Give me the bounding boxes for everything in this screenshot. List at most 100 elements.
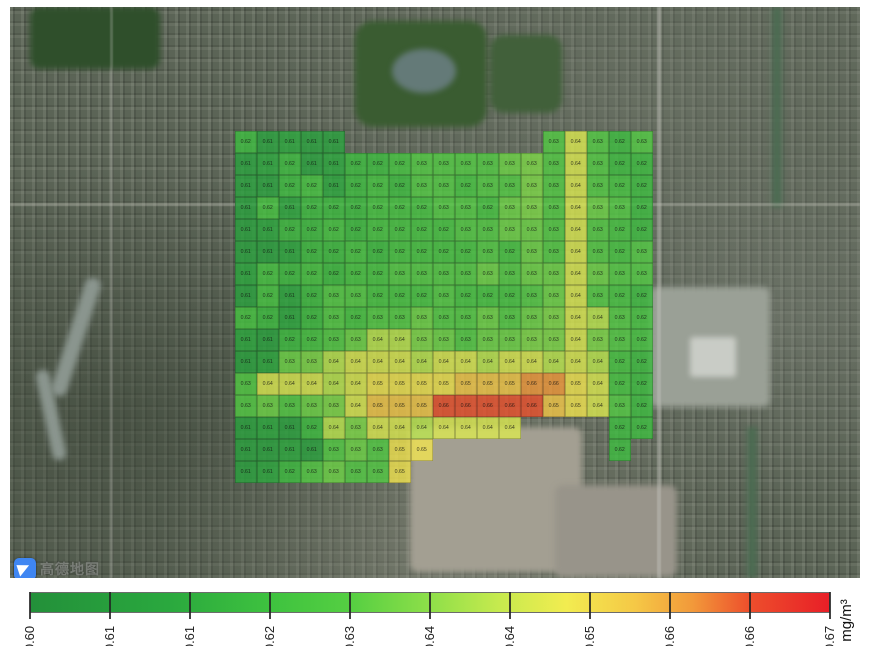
grid-cell: 0.62 xyxy=(389,175,411,197)
grid-cell-value: 0.62 xyxy=(614,380,626,387)
grid-cell: 0.64 xyxy=(565,307,587,329)
grid-cell: 0.62 xyxy=(345,263,367,285)
grid-cell-value: 0.62 xyxy=(416,248,428,255)
grid-cell-value: 0.63 xyxy=(416,314,428,321)
grid-cell: 0.65 xyxy=(389,461,411,483)
grid-cell-value: 0.62 xyxy=(240,138,252,145)
grid-cell: 0.64 xyxy=(521,351,543,373)
grid-cell: 0.62 xyxy=(389,241,411,263)
grid-cell: 0.63 xyxy=(543,329,565,351)
grid-cell: 0.65 xyxy=(543,395,565,417)
grid-cell-value: 0.66 xyxy=(504,402,516,409)
grid-cell-value: 0.62 xyxy=(636,182,648,189)
grid-cell: 0.62 xyxy=(367,219,389,241)
grid-cell-value: 0.63 xyxy=(592,204,604,211)
grid-cell-value: 0.62 xyxy=(614,446,626,453)
grid-cell-value: 0.62 xyxy=(636,160,648,167)
grid-cell-value: 0.64 xyxy=(460,424,472,431)
grid-cell: 0.63 xyxy=(543,263,565,285)
grid-cell-value: 0.64 xyxy=(592,402,604,409)
colorbar-tick-label-text: 0.66 xyxy=(662,625,678,646)
grid-cell: 0.63 xyxy=(609,197,631,219)
grid-cell-value: 0.65 xyxy=(416,446,428,453)
grid-cell-value: 0.62 xyxy=(262,314,274,321)
colorbar-tick-label: 0.61 xyxy=(181,617,199,646)
greenery-patch xyxy=(490,35,562,113)
colorbar-tick-label-text: 0.66 xyxy=(742,625,758,646)
grid-cell-value: 0.63 xyxy=(350,292,362,299)
grid-cell-value: 0.62 xyxy=(372,204,384,211)
colorbar-tick xyxy=(669,592,671,619)
colorbar-tick xyxy=(29,592,31,619)
grid-cell-value: 0.64 xyxy=(482,358,494,365)
grid-cell-value: 0.63 xyxy=(482,336,494,343)
grid-cell: 0.62 xyxy=(279,263,301,285)
grid-cell-value: 0.63 xyxy=(526,204,538,211)
grid-cell: 0.63 xyxy=(477,307,499,329)
grid-cell: 0.61 xyxy=(257,461,279,483)
grid-cell-value: 0.64 xyxy=(284,380,296,387)
grid-cell-value: 0.63 xyxy=(504,336,516,343)
grid-cell-value: 0.62 xyxy=(636,402,648,409)
grid-cell: 0.64 xyxy=(323,351,345,373)
grid-cell-value: 0.62 xyxy=(504,292,516,299)
grid-cell: 0.66 xyxy=(433,395,455,417)
grid-cell-value: 0.66 xyxy=(460,402,472,409)
grid-cell: 0.62 xyxy=(301,263,323,285)
grid-cell: 0.61 xyxy=(257,131,279,153)
grid-cell: 0.62 xyxy=(345,241,367,263)
grid-cell-value: 0.63 xyxy=(526,248,538,255)
grid-cell-value: 0.63 xyxy=(328,314,340,321)
grid-cell-value: 0.63 xyxy=(460,160,472,167)
grid-cell-value: 0.61 xyxy=(284,424,296,431)
grid-cell: 0.63 xyxy=(609,329,631,351)
grid-cell-value: 0.64 xyxy=(328,424,340,431)
grid-cell-value: 0.64 xyxy=(504,424,516,431)
grid-cell: 0.65 xyxy=(411,395,433,417)
grid-cell-value: 0.61 xyxy=(240,226,252,233)
grid-cell: 0.66 xyxy=(499,395,521,417)
grid-cell: 0.62 xyxy=(455,241,477,263)
grid-cell-value: 0.63 xyxy=(328,402,340,409)
grid-cell-value: 0.62 xyxy=(416,292,428,299)
grid-cell-value: 0.63 xyxy=(372,446,384,453)
grid-cell: 0.62 xyxy=(279,329,301,351)
grid-cell: 0.63 xyxy=(433,307,455,329)
grid-cell: 0.61 xyxy=(301,439,323,461)
grid-cell: 0.62 xyxy=(499,241,521,263)
grid-cell-value: 0.63 xyxy=(526,160,538,167)
grid-cell: 0.63 xyxy=(521,153,543,175)
grid-cell: 0.62 xyxy=(609,439,631,461)
grid-cell-value: 0.63 xyxy=(306,402,318,409)
grid-cell: 0.64 xyxy=(345,373,367,395)
grid-cell: 0.63 xyxy=(323,461,345,483)
grid-cell: 0.63 xyxy=(587,263,609,285)
grid-cell-value: 0.63 xyxy=(350,446,362,453)
grid-cell: 0.61 xyxy=(235,417,257,439)
grid-cell-value: 0.61 xyxy=(262,248,274,255)
grid-cell: 0.63 xyxy=(587,329,609,351)
grid-cell-value: 0.62 xyxy=(460,292,472,299)
grid-cell: 0.63 xyxy=(521,175,543,197)
grid-cell: 0.62 xyxy=(257,263,279,285)
grid-cell-value: 0.66 xyxy=(526,380,538,387)
grid-cell-value: 0.62 xyxy=(372,270,384,277)
grid-cell-value: 0.61 xyxy=(328,182,340,189)
grid-cell-value: 0.61 xyxy=(306,446,318,453)
colorbar-tick-label: 0.65 xyxy=(581,617,599,646)
grid-cell: 0.64 xyxy=(565,197,587,219)
grid-cell-value: 0.62 xyxy=(416,204,428,211)
grid-cell-value: 0.63 xyxy=(372,314,384,321)
grid-cell-value: 0.63 xyxy=(592,160,604,167)
grid-cell: 0.62 xyxy=(609,153,631,175)
grid-cell-value: 0.63 xyxy=(438,204,450,211)
grid-cell-value: 0.63 xyxy=(526,270,538,277)
grid-cell-value: 0.63 xyxy=(306,358,318,365)
forest-patch xyxy=(30,7,160,69)
grid-cell-value: 0.63 xyxy=(438,182,450,189)
grid-cell: 0.62 xyxy=(345,307,367,329)
grid-cell: 0.63 xyxy=(323,439,345,461)
grid-cell-value: 0.63 xyxy=(394,270,406,277)
grid-cell-value: 0.63 xyxy=(504,314,516,321)
lake xyxy=(392,49,456,93)
